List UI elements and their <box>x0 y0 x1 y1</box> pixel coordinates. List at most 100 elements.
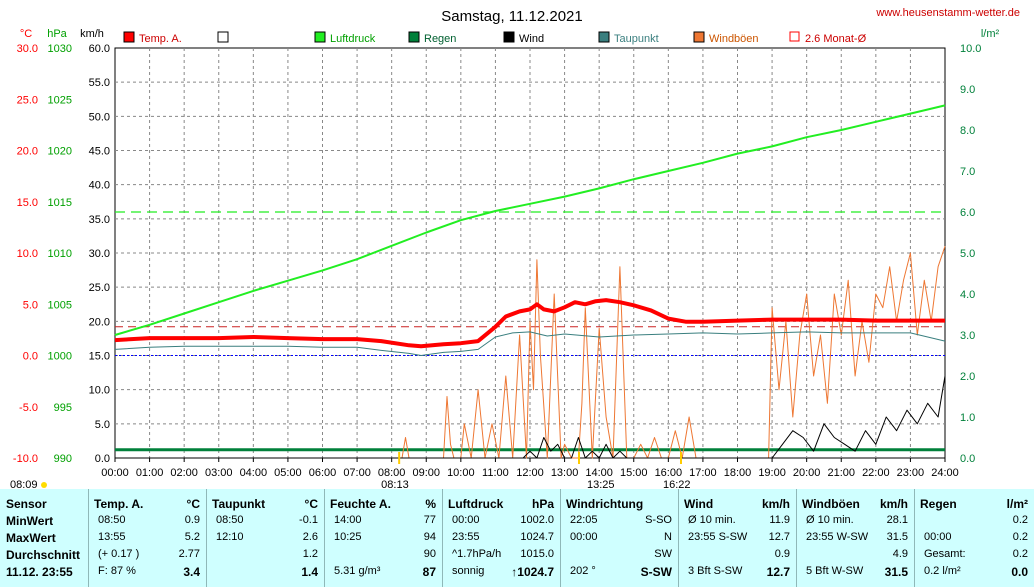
col-title-gusts: Windböen <box>802 497 860 511</box>
axis-tick-temp: -10.0 <box>13 453 38 465</box>
cell-rain-value: 0.2 <box>1012 548 1028 560</box>
cell-humidity-time: 5.31 g/m³ <box>334 565 381 577</box>
legend-label: 2.6 Monat-Ø <box>805 33 867 45</box>
cell-gusts-value: 4.9 <box>892 548 908 560</box>
axis-tick-rain: 0.0 <box>960 453 975 465</box>
col-unit-rain: l/m² <box>1006 497 1028 511</box>
cell-rain-time: 0.2 l/m² <box>924 565 961 577</box>
cell-dew-value: 1.4 <box>301 565 318 579</box>
cell-gusts-value: 31.5 <box>884 565 908 579</box>
cell-wind_dir-time: 202 ° <box>570 565 596 577</box>
weather-chart: Samstag, 11.12.2021 www.heusenstamm-wett… <box>10 7 1020 489</box>
cell-rain-time: 00:00 <box>924 531 952 543</box>
axis-tick-rain: 8.0 <box>960 125 975 137</box>
axis-tick-wind: 55.0 <box>89 77 110 89</box>
unit-temp: °C <box>20 28 32 40</box>
legend-swatch <box>598 31 610 43</box>
cell-wind-time: 3 Bft S-SW <box>688 565 743 577</box>
cell-gusts-value: 28.1 <box>886 514 908 526</box>
axis-tick-rain: 3.0 <box>960 330 975 342</box>
table-separator <box>796 489 797 587</box>
sun-icon <box>41 482 47 488</box>
chart-title: Samstag, 11.12.2021 <box>441 8 583 25</box>
cell-wind_dir-time: 22:05 <box>570 514 598 526</box>
table-separator <box>914 489 915 587</box>
axis-tick-wind: 25.0 <box>89 282 110 294</box>
cell-wind-time: 23:55 S-SW <box>688 531 748 543</box>
table-col-humidity: Feuchte A.% 14:00 77 10:25 94 90 5.31 g/m³ 87 <box>324 489 442 587</box>
x-tick-label: 24:00 <box>931 467 959 479</box>
axes: 30.0 25.0 20.0 15.0 10.0 5.0 0.0 -5.0 -10.0 1030 1… <box>13 43 982 479</box>
unit-hpa: hPa <box>47 28 67 40</box>
cell-wind_dir-value: S-SW <box>640 565 672 579</box>
series <box>114 104 946 459</box>
cell-wind_dir-value: N <box>664 531 672 543</box>
x-tick-label: 15:00 <box>620 467 648 479</box>
cell-dew-time: 08:50 <box>216 514 244 526</box>
x-tick-label: 00:00 <box>101 467 129 479</box>
legend-swatch <box>123 31 135 43</box>
axis-tick-pressure: 990 <box>54 453 72 465</box>
axis-tick-temp: 25.0 <box>17 94 38 106</box>
sunrise-mark-label: 08:13 <box>381 479 409 489</box>
cell-pressure-value: ↑1024.7 <box>511 565 554 579</box>
series-temp-a- <box>114 298 945 349</box>
axis-tick-wind: 15.0 <box>89 351 110 363</box>
legend: Temp. A. Luftdruck Regen Wind Taupunkt Windbö… <box>123 31 867 45</box>
axis-tick-wind: 35.0 <box>89 214 110 226</box>
cell-wind-value: 12.7 <box>768 531 790 543</box>
cell-pressure-time: ^1.7hPa/h <box>452 548 502 560</box>
cell-humidity-value: 87 <box>422 565 436 579</box>
axis-tick-wind: 30.0 <box>89 248 110 260</box>
cell-temp-value: 3.4 <box>183 565 200 579</box>
cell-rain-value: 0.2 <box>1012 514 1028 526</box>
table-separator <box>560 489 561 587</box>
axis-tick-rain: 7.0 <box>960 166 975 178</box>
sun-marks: 08:13 13:25 16:22 08:09 <box>10 452 691 489</box>
cell-rain-value: 0.2 <box>1012 531 1028 543</box>
x-tick-label: 06:00 <box>309 467 337 479</box>
series-taupunkt <box>114 331 946 356</box>
col-unit-wind: km/h <box>761 497 790 511</box>
axis-tick-temp: -5.0 <box>19 402 38 414</box>
col-title-wind_dir: Windrichtung <box>566 497 644 511</box>
axis-tick-wind: 10.0 <box>89 385 110 397</box>
cell-wind-value: 11.9 <box>769 514 790 526</box>
x-tick-label: 09:00 <box>412 467 440 479</box>
cell-rain-value: 0.0 <box>1011 565 1028 579</box>
cell-temp-time: F: 87 % <box>98 565 136 577</box>
x-tick-label: 11:00 <box>482 467 509 479</box>
cell-pressure-time: sonnig <box>452 565 485 577</box>
grid <box>115 48 945 458</box>
sensor-row-label: MaxWert <box>6 531 56 545</box>
stats-table: Sensor MinWert MaxWert Durchschnitt 11.12. 2… <box>0 489 1034 587</box>
table-col-gusts: Windböen km/h Ø 10 min. 28.1 23:55 W-SW 31.5 4… <box>796 489 914 587</box>
table-col-temp: Temp. A. °C 08:50 0.9 13:55 5.2 (+ 0.17 ) 2.77 F… <box>88 489 206 587</box>
legend-swatch <box>693 31 705 43</box>
unit-kmh: km/h <box>80 28 104 40</box>
x-tick-label: 22:00 <box>862 467 890 479</box>
axis-tick-pressure: 1005 <box>48 299 72 311</box>
cell-dew-value: -0.1 <box>299 514 318 526</box>
col-unit-dew: °C <box>304 497 318 511</box>
cell-dew-value: 2.6 <box>302 531 318 543</box>
col-unit-humidity: % <box>425 497 436 511</box>
x-tick-label: 07:00 <box>343 467 371 479</box>
table-col-wind: Wind km/h Ø 10 min. 11.9 23:55 S-SW 12.7 0.9 3 … <box>678 489 796 587</box>
cell-temp-value: 2.77 <box>178 548 200 560</box>
cell-pressure-value: 1015.0 <box>520 548 554 560</box>
cell-pressure-time: 00:00 <box>452 514 480 526</box>
axis-tick-wind: 20.0 <box>89 316 110 328</box>
cell-wind-value: 12.7 <box>766 565 790 579</box>
col-title-dew: Taupunkt <box>212 497 266 511</box>
axis-tick-temp: 15.0 <box>17 197 38 209</box>
axis-tick-temp: 5.0 <box>23 299 38 311</box>
x-tick-label: 01:00 <box>136 467 164 479</box>
site-link[interactable]: www.heusenstamm-wetter.de <box>875 7 1020 19</box>
x-tick-label: 08:00 <box>378 467 406 479</box>
axis-tick-rain: 6.0 <box>960 207 975 219</box>
x-tick-label: 03:00 <box>205 467 233 479</box>
axis-tick-pressure: 995 <box>54 402 72 414</box>
x-tick-label: 23:00 <box>897 467 925 479</box>
table-col-sensor: Sensor MinWert MaxWert Durchschnitt 11.12. 2… <box>0 489 88 587</box>
